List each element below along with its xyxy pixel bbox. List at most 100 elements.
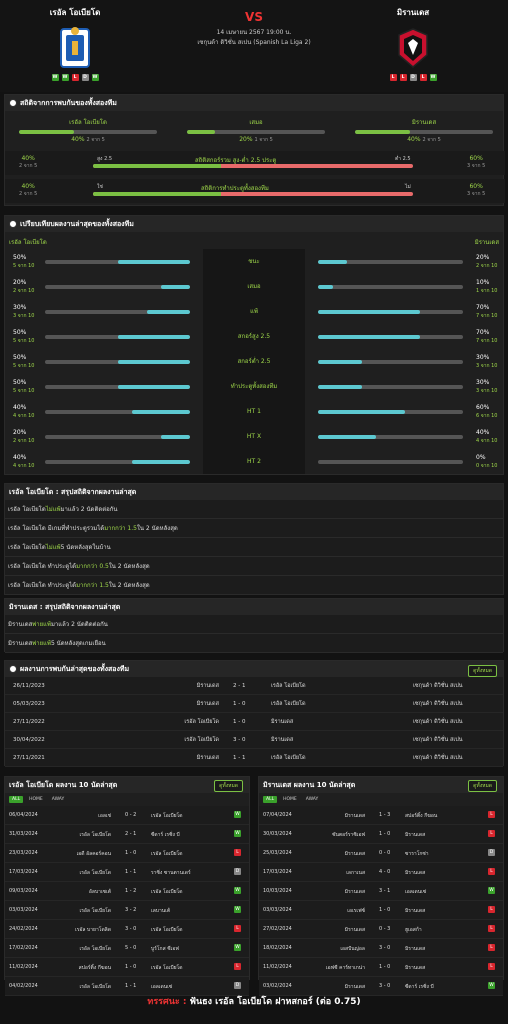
h2h-match-row[interactable]: 27/11/2021 มิรานเดส 1 - 1 เรอัล โอเบียโด เซก… — [5, 749, 503, 767]
btts-bar — [93, 192, 221, 196]
last10-date: 18/02/2024 — [263, 945, 292, 951]
away-last10-title: มิรานเดส ผลงาน 10 นัดล่าสุด — [259, 777, 503, 793]
h2h-away-games: 2 จาก 5 — [422, 137, 441, 143]
tab-all[interactable]: ALL — [9, 796, 24, 803]
last10-row[interactable]: 17/03/2024 เลกาเนส 4 - 0 มิรานเดส L — [259, 863, 503, 882]
h2h-match-row[interactable]: 27/11/2022 เรอัล โอเบียโด 1 - 0 มิรานเดส เซก… — [5, 713, 503, 731]
last10-row[interactable]: 03/03/2024 เรอัล โอเบียโด 3 - 2 เลบานเต้ W — [5, 901, 249, 920]
compare-away-pct: 10% — [476, 279, 490, 286]
last10-home: เอเรเฟซ์ — [347, 908, 365, 914]
football-icon — [9, 220, 17, 228]
h2h-home-pct: 40% — [71, 136, 85, 143]
h2h-league: เซกุนด้า ดิวิชั่น สเปน — [413, 700, 463, 707]
h2h-draw-bar — [187, 130, 215, 134]
home-team-logo — [58, 25, 92, 71]
last10-home: อัลบาเซเต้ — [88, 889, 111, 895]
tab-home[interactable]: HOME — [29, 797, 43, 802]
last10-score: 1 - 0 — [379, 831, 391, 837]
last10-score: 1 - 0 — [379, 907, 391, 913]
h2h-stats-title: สถิติจากการพบกันของทั้งสองทีม — [20, 98, 117, 107]
h2h-home: มิรานเดส — [196, 700, 219, 707]
last10-row[interactable]: 07/04/2024 มิรานเดส 1 - 3 สปอร์ติ้ง กีฆอน L — [259, 806, 503, 825]
compare-row: 50% 5 จาก 10 ชนะ 20% 2 จาก 10 — [5, 249, 505, 274]
h2h-home: มิรานเดส — [196, 754, 219, 761]
tab-away[interactable]: AWAY — [51, 797, 65, 802]
h2h-match-row[interactable]: 30/04/2022 เรอัล โอเบียโด 3 - 0 มิรานเดส เซก… — [5, 731, 503, 749]
compare-away-bar — [318, 360, 362, 364]
last10-row[interactable]: 06/04/2024 เอลเช่ 0 - 2 เรอัล โอเบียโด W — [5, 806, 249, 825]
last10-row[interactable]: 17/03/2024 เรอัล โอเบียโด 1 - 1 ราซิ่ง ซานต… — [5, 863, 249, 882]
h2h-away: เรอัล โอเบียโด — [271, 700, 306, 707]
compare-home-pct: 50% — [13, 354, 27, 361]
tab-home[interactable]: HOME — [283, 797, 297, 802]
h2h-date: 27/11/2021 — [13, 754, 45, 761]
result-badge: W — [234, 830, 241, 837]
last10-row[interactable]: 31/03/2024 เรอัล โอเบียโด 2 - 1 ซีดาร์ เรซิ… — [5, 825, 249, 844]
h2h-league: เซกุนด้า ดิวิชั่น สเปน — [413, 736, 463, 743]
last10-score: 1 - 3 — [379, 812, 391, 818]
h2h-home-bar — [19, 130, 75, 134]
last10-score: 3 - 0 — [379, 945, 391, 951]
last10-date: 17/02/2024 — [9, 945, 38, 951]
last10-row[interactable]: 03/03/2024 เอเรเฟซ์ 1 - 0 มิรานเดส L — [259, 901, 503, 920]
ou-over-label: สูง 2.5 — [97, 156, 113, 162]
last10-date: 11/02/2024 — [9, 964, 38, 970]
last10-date: 03/02/2024 — [263, 983, 292, 989]
h2h-view-all-button[interactable]: ดูทั้งหมด — [468, 665, 497, 677]
last10-row[interactable]: 04/02/2024 เรอัล โอเบียโด 1 - 1 เอลเดนเซ่ D — [5, 977, 249, 996]
form-badge: L — [399, 74, 407, 81]
compare-away-bar — [318, 285, 333, 289]
last10-row[interactable]: 24/02/2024 เรอัล บายาโดลิด 3 - 0 เรอัล โอเบ… — [5, 920, 249, 939]
ou-right-pct: 60% — [469, 155, 483, 162]
compare-away-games: 4 จาก 10 — [476, 438, 498, 444]
tab-all[interactable]: ALL — [263, 796, 278, 803]
compare-label: ชนะ — [203, 249, 305, 274]
last10-row[interactable]: 18/02/2024 เอสปันญ่อล 3 - 0 มิรานเดส L — [259, 939, 503, 958]
last10-row[interactable]: 27/02/2024 มิรานเดส 0 - 3 ฮูเอสก้า L — [259, 920, 503, 939]
compare-home-pct: 30% — [13, 304, 27, 311]
summary-item: มิรานเดส พ่ายแพ้ มาแล้ว 2 นัดติดต่อกัน — [5, 615, 503, 634]
compare-row: 50% 5 จาก 10 สกอร์ต่ำ 2.5 30% 3 จาก 10 — [5, 349, 505, 374]
last10-row[interactable]: 03/02/2024 มิรานเดส 3 - 0 ซีดาร์ เรซิ่ง บี W — [259, 977, 503, 996]
h2h-league: เซกุนด้า ดิวิชั่น สเปน — [413, 718, 463, 725]
last10-row[interactable]: 30/03/2024 ซันตอร์ราซิเอฟ 1 - 0 มิรานเดส L — [259, 825, 503, 844]
h2h-home: เรอัล โอเบียโด — [184, 718, 219, 725]
h2h-match-row[interactable]: 26/11/2023 มิรานเดส 2 - 1 เรอัล โอเบียโด เซก… — [5, 677, 503, 695]
last10-row[interactable]: 23/03/2024 เอดี อัลคอร์คอน 1 - 0 เรอัล โอเบ… — [5, 844, 249, 863]
result-badge: W — [234, 887, 241, 894]
h2h-draw-pct: 20% — [239, 136, 253, 143]
compare-home-pct: 40% — [13, 404, 27, 411]
last10-score: 1 - 0 — [125, 964, 137, 970]
h2h-match-row[interactable]: 05/03/2023 มิรานเดส 1 - 0 เรอัล โอเบียโด เซก… — [5, 695, 503, 713]
prediction: ทรรศนะ : ฟันธง เรอัล โอเบียโด ฝาหสกอร์ (… — [0, 994, 508, 1008]
away-last10-view-all-button[interactable]: ดูทั้งหมด — [468, 780, 497, 792]
last10-date: 09/03/2024 — [9, 888, 38, 894]
h2h-ou-row: 40% 2 จาก 5 สูง 2.5 สถิติสกอร์รวม สูง-ต่ำ… — [5, 151, 505, 175]
last10-date: 17/03/2024 — [9, 869, 38, 875]
last10-away: สปอร์ติ้ง กีฆอน — [405, 813, 438, 819]
compare-row: 20% 2 จาก 10 HT X 40% 4 จาก 10 — [5, 424, 505, 449]
home-last10-view-all-button[interactable]: ดูทั้งหมด — [214, 780, 243, 792]
last10-row[interactable]: 11/02/2024 เอฟซี คาร์ทาเกน่า 1 - 0 มิรานเดส… — [259, 958, 503, 977]
last10-row[interactable]: 17/02/2024 เรอัล โอเบียโด 5 - 0 บูร์โกส ซีเ… — [5, 939, 249, 958]
h2h-matches-section: ผลงานการพบกันล่าสุดของทั้งสองทีม ดูทั้งห… — [4, 660, 504, 767]
tab-away[interactable]: AWAY — [305, 797, 319, 802]
result-badge: D — [234, 868, 241, 875]
h2h-home-label: เรอัล โอเบียโด — [69, 119, 107, 126]
prediction-label: ทรรศนะ : — [147, 997, 187, 1007]
last10-row[interactable]: 10/03/2024 มิรานเดส 3 - 1 เอลเดนเซ่ W — [259, 882, 503, 901]
last10-row[interactable]: 11/02/2024 สปอร์ติ้ง กีฆอน 1 - 0 เรอัล โอเบ… — [5, 958, 249, 977]
compare-away-bar — [318, 385, 362, 389]
last10-row[interactable]: 09/03/2024 อัลบาเซเต้ 1 - 2 เรอัล โอเบียโด W — [5, 882, 249, 901]
form-badge: D — [81, 74, 89, 81]
compare-home-games: 3 จาก 10 — [13, 313, 35, 319]
last10-away: ซาราโกซ่า — [405, 851, 429, 857]
last10-date: 03/03/2024 — [263, 907, 292, 913]
result-badge: W — [234, 906, 241, 913]
last10-row[interactable]: 25/03/2024 มิรานเดส 0 - 0 ซาราโกซ่า D — [259, 844, 503, 863]
result-badge: L — [234, 925, 241, 932]
football-icon — [9, 665, 17, 673]
